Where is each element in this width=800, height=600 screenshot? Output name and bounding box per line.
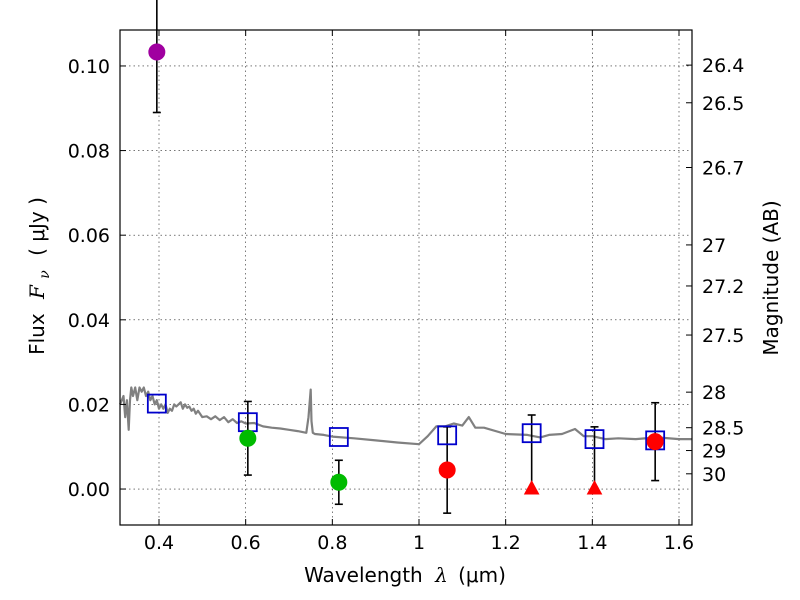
- grid: [120, 30, 692, 525]
- x-tick-label: 1.4: [577, 532, 607, 554]
- y-axis-label-subscript: ν: [37, 270, 53, 279]
- plot-frame: [119, 29, 693, 526]
- nir-data-point: [646, 433, 664, 451]
- x-tick-label: 0.6: [231, 532, 261, 554]
- y-axis-label-prefix: Flux: [25, 313, 49, 355]
- magnitude-tick-label: 29: [702, 441, 726, 463]
- nir-data-point: [438, 461, 456, 479]
- model-spectrum-group: [118, 386, 692, 446]
- magnitude-axis-label: Magnitude (AB): [759, 200, 783, 355]
- x-tick-label: 0.8: [317, 532, 347, 554]
- magnitude-tick-label: 27.5: [702, 325, 744, 347]
- x-axis-label-unit: (μm): [458, 563, 506, 587]
- y-tick-label: 0.04: [68, 310, 110, 332]
- ticks: 0.4 0.6 0.8 1 1.2 1.4 1.6 0.00 0.02 0.04 0.06 0.08 0…: [68, 30, 744, 554]
- upper-limit-triangle: [586, 479, 603, 495]
- y-axis-label-unit: ( μJy ): [25, 197, 49, 256]
- magnitude-tick-label: 27: [702, 235, 726, 257]
- magnitude-tick-label: 27.2: [702, 276, 744, 298]
- model-photometry-square: [521, 423, 542, 444]
- uv-data-point: [148, 43, 166, 61]
- x-tick-label: 0.4: [144, 532, 174, 554]
- x-axis-label-symbol: λ: [434, 563, 448, 587]
- y-tick-label: 0.02: [68, 394, 110, 416]
- y-tick-label: 0.06: [68, 225, 110, 247]
- optical-data-point: [239, 429, 257, 447]
- magnitude-tick-label: 26.5: [702, 93, 744, 115]
- x-tick-label: 1.2: [491, 532, 521, 554]
- upper-limit-triangle: [523, 479, 540, 495]
- model-photometry-square: [437, 425, 458, 446]
- model-photometry-square: [584, 429, 605, 450]
- x-axis-label: Wavelength λ (μm): [304, 563, 506, 587]
- y-axis-label: Flux F ν ( μJy ): [25, 197, 54, 355]
- markers-group: [146, 43, 666, 495]
- magnitude-tick-label: 26.7: [702, 158, 744, 180]
- magnitude-tick-label: 26.4: [702, 55, 744, 77]
- y-tick-label: 0.00: [68, 479, 110, 501]
- y-tick-label: 0.08: [68, 141, 110, 163]
- model-spectrum-line: [118, 386, 692, 446]
- magnitude-tick-label: 28: [702, 382, 726, 404]
- x-axis-label-prefix: Wavelength: [304, 563, 423, 587]
- x-tick-label: 1: [413, 532, 425, 554]
- optical-data-point: [330, 473, 348, 491]
- model-photometry-square: [146, 393, 167, 414]
- model-photometry-square: [328, 427, 349, 447]
- y-axis-label-symbol: F: [25, 284, 49, 300]
- magnitude-tick-label: 30: [702, 464, 726, 486]
- magnitude-tick-label: 28.5: [702, 418, 744, 440]
- y-tick-label: 0.10: [68, 56, 110, 78]
- x-tick-label: 1.6: [664, 532, 694, 554]
